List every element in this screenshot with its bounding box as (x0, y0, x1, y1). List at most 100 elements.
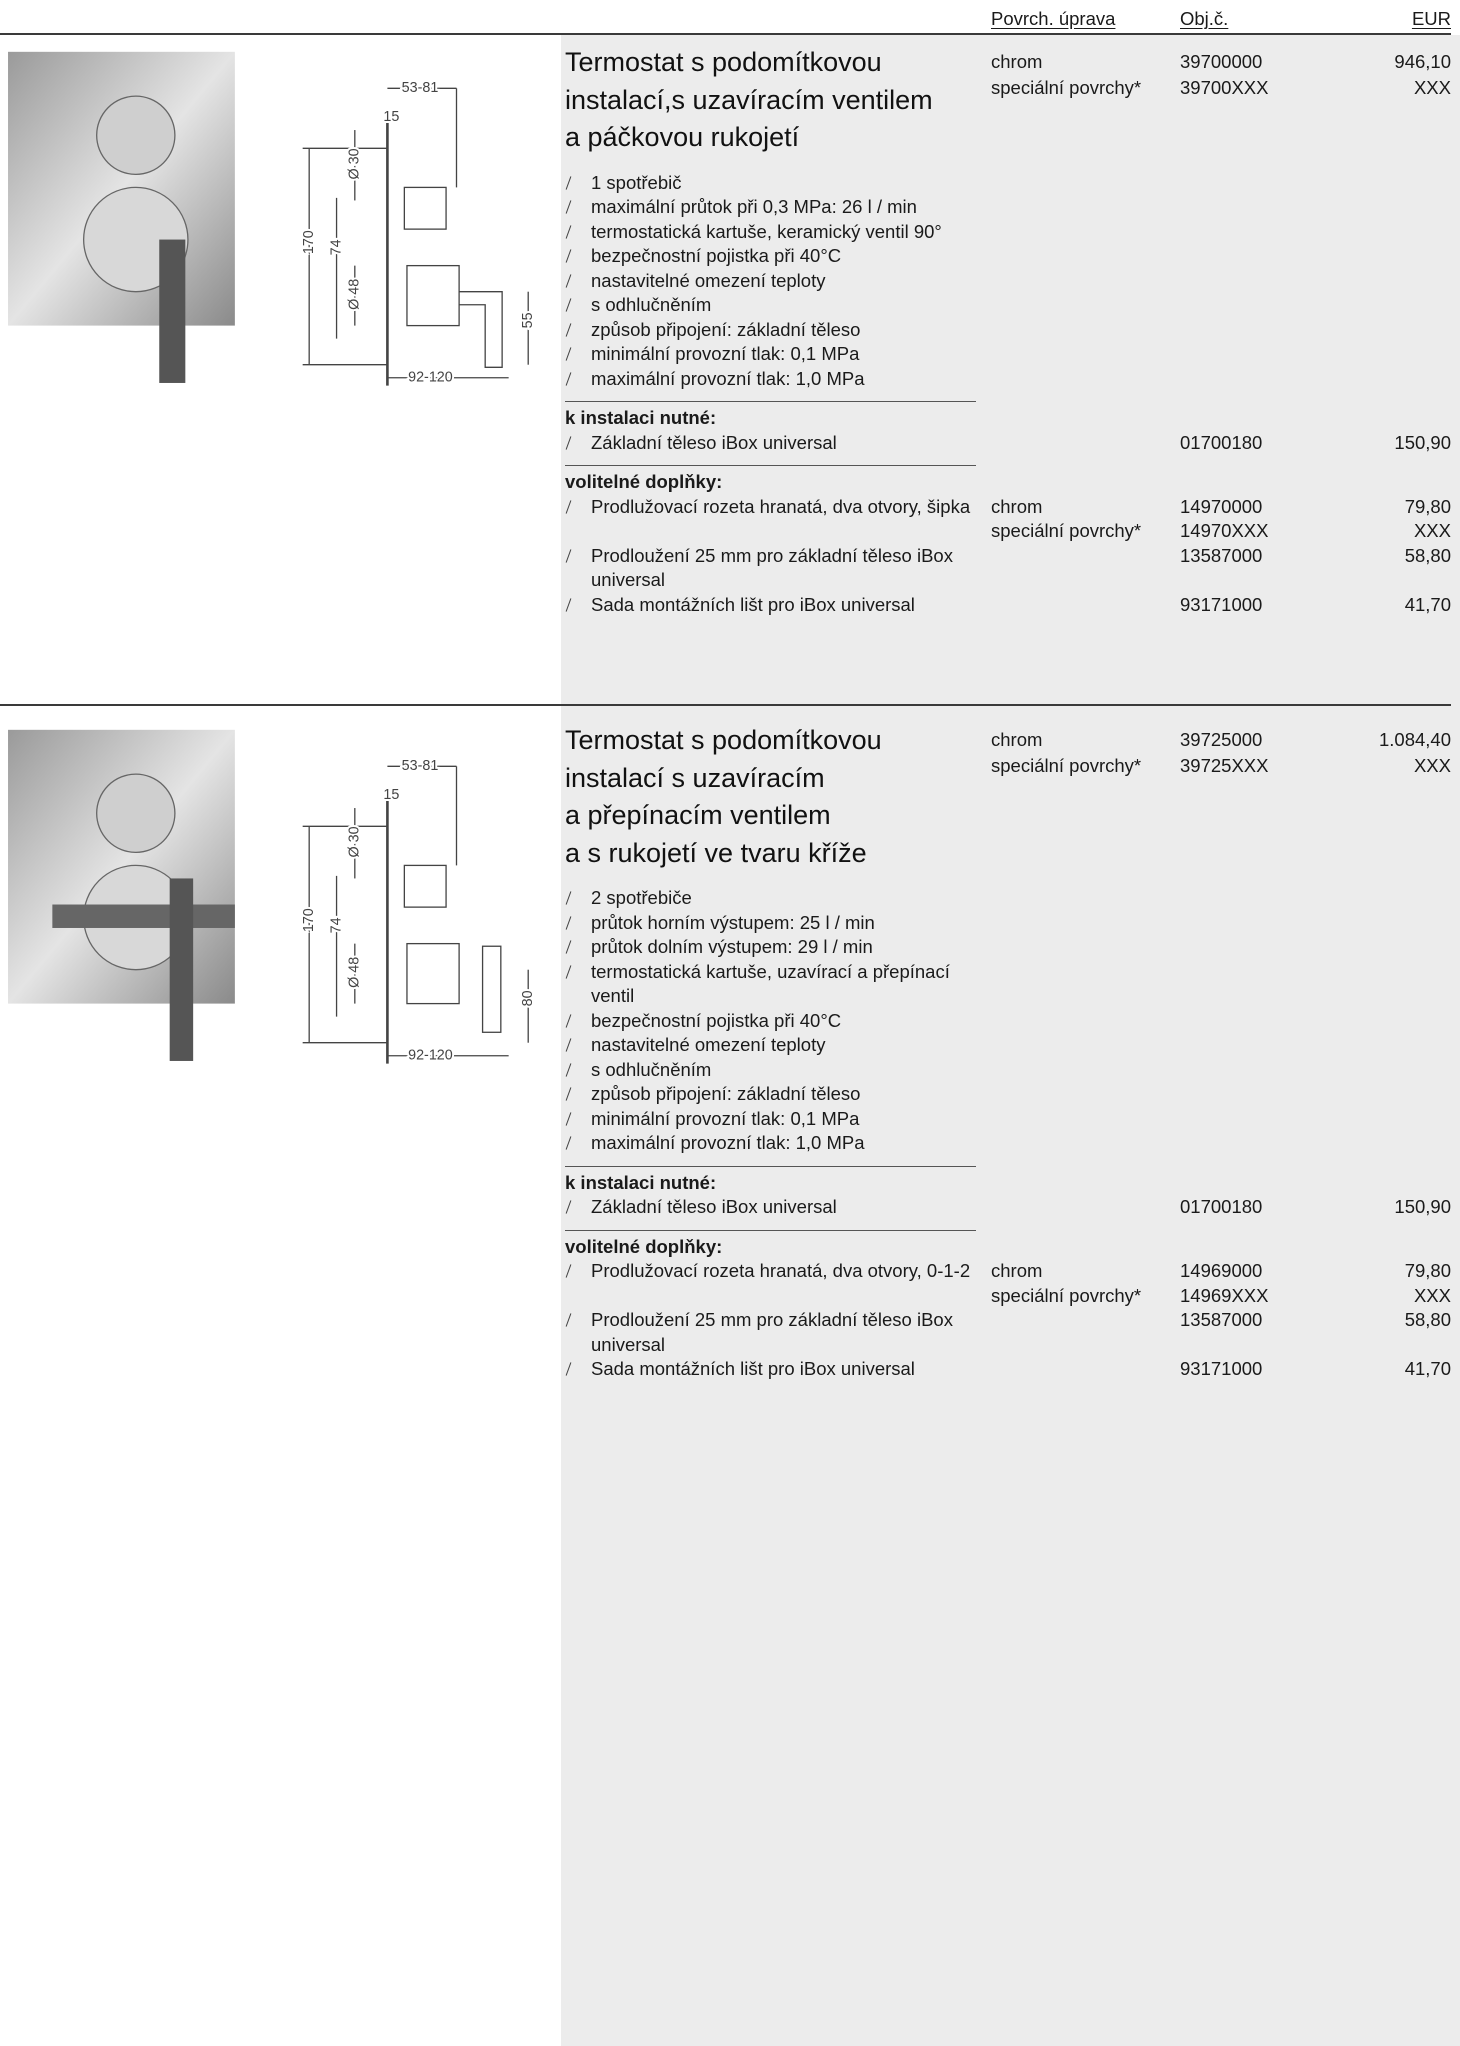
bullet-slash (565, 1038, 572, 1052)
title-line: a přepínacím ventilem (565, 800, 831, 830)
price: XXX (1413, 755, 1451, 776)
feature-text: 2 spotřebiče (591, 887, 692, 908)
header-rule (0, 33, 1451, 35)
product-text: Termostat s podomítkovou instalací s uzav… (565, 722, 1451, 1382)
feature-item: způsob připojení: základní těleso (565, 1082, 976, 1107)
feature-item: maximální průtok při 0,3 MPa: 26 l / min (565, 195, 976, 220)
code-col: 93171000 (1180, 1357, 1320, 1382)
feature-text: 1 spotřebič (591, 171, 682, 193)
feature: způsob připojení: základní těleso (565, 1082, 1451, 1107)
accessory-text: Základní těleso iBox universal (591, 1196, 837, 1217)
bullet-slash (565, 597, 572, 612)
price-col: 150,90 (1320, 1195, 1451, 1220)
product-title: Termostat s podomítkovou instalací s uzav… (565, 722, 991, 872)
title-line: Termostat s podomítkovou (565, 47, 882, 77)
accessory-item: Prodlužovací rozeta hranatá, dva otvory,… (565, 1259, 976, 1308)
feature-text: průtok horním výstupem: 25 l / min (591, 911, 875, 933)
feature-text: bezpečnostní pojistka při 40°C (591, 245, 842, 266)
section-label: volitelné doplňky: (565, 465, 976, 495)
feature-item: bezpečnostní pojistka při 40°C (565, 1009, 976, 1034)
dimension-label: Ø 30 (347, 826, 363, 857)
section-label: k instalaci nutné: (565, 401, 976, 431)
feature: minimální provozní tlak: 0,1 MPa (565, 1107, 1451, 1132)
feature-item: minimální provozní tlak: 0,1 MPa (565, 342, 976, 367)
code-col: 01700180 (1180, 431, 1320, 456)
finish-col (991, 431, 1180, 456)
bullet-slash (565, 1087, 572, 1101)
bullet-slash (565, 499, 572, 514)
price-col: 150,90 (1320, 431, 1451, 456)
feature-item: průtok dolním výstupem: 29 l / min (565, 935, 976, 960)
dimension-label: 170 (301, 908, 317, 932)
bullet-slash (565, 1200, 572, 1214)
feature-list: 2 spotřebiče průtok horním výstupem: 25 l… (565, 886, 1451, 1156)
feature-list: 1 spotřebič maximální průtok při 0,3 MPa:… (565, 171, 1451, 392)
accessory: Prodloužení 25 mm pro základní těleso iB… (565, 1308, 1451, 1357)
feature-text: maximální průtok při 0,3 MPa: 26 l / min (591, 196, 917, 217)
bullet-slash (565, 224, 572, 239)
finish: speciální povrchy* (991, 755, 1142, 776)
product-text: Termostat s podomítkovou instalací,s uzav… (565, 44, 1451, 617)
feature-text: maximální provozní tlak: 1,0 MPa (591, 1132, 865, 1153)
price-col: 58,80 (1320, 1308, 1451, 1357)
code: 39725XXX (1180, 755, 1269, 776)
accessory-variants: chrom speciální povrchy* 14969000 14969XXX 7… (991, 1259, 1451, 1308)
feature-text: termostatická kartuše, keramický ventil … (591, 220, 942, 242)
accessory-variants: 93171000 41,70 (991, 593, 1451, 618)
finish-col: chrom speciální povrchy* (991, 50, 1180, 157)
code: 01700180 (1180, 431, 1263, 453)
feature-text: způsob připojení: základní těleso (591, 1083, 861, 1104)
accessory-item: Sada montážních lišt pro iBox universal (565, 1357, 976, 1382)
price-col: 58,80 (1320, 544, 1451, 593)
accessory-variants: 13587000 58,80 (991, 1308, 1451, 1357)
drawing-lever (459, 291, 503, 368)
feature-text: minimální provozní tlak: 0,1 MPa (591, 1107, 860, 1129)
code: 14969XXX (1180, 1284, 1269, 1306)
photo-knob (96, 95, 176, 176)
accessory: Sada montážních lišt pro iBox universal 9… (565, 1357, 1451, 1382)
bullet-slash (565, 435, 572, 450)
code: 01700180 (1180, 1196, 1263, 1217)
finish (991, 1195, 1180, 1220)
price: 150,90 (1394, 1196, 1451, 1217)
column-header: Obj.č. (1180, 8, 1229, 29)
accessory: Základní těleso iBox universal 01700180 15… (565, 1195, 1451, 1220)
price: 41,70 (1404, 1358, 1451, 1379)
feature: s odhlučněním (565, 293, 1451, 318)
code-col: 39725000 39725XXX (1180, 728, 1320, 872)
feature-item: 2 spotřebiče (565, 886, 976, 911)
feature-text: průtok dolním výstupem: 29 l / min (591, 936, 873, 957)
title-line: Termostat s podomítkovou (565, 725, 882, 755)
bullet-slash (565, 1136, 572, 1150)
price: 1.084,40 (1378, 729, 1451, 750)
feature-item: nastavitelné omezení teploty (565, 269, 976, 294)
code: 14970XXX (1180, 520, 1269, 541)
code: 39700XXX (1180, 77, 1269, 98)
feature-text: termostatická kartuše, uzavírací a přepí… (591, 960, 950, 1007)
title-line: instalací,s uzavíracím ventilem (565, 84, 933, 115)
section-label: k instalaci nutné: (565, 1165, 976, 1196)
bullet-slash (565, 371, 572, 386)
finish-col (991, 1357, 1180, 1382)
accessory: Sada montážních lišt pro iBox universal 9… (565, 593, 1451, 618)
price: 79,80 (1404, 495, 1451, 517)
price-col: 79,80 XXX (1320, 1259, 1451, 1308)
accessory: Základní těleso iBox universal 01700180 15… (565, 431, 1451, 456)
accessory-text: Prodlužovací rozeta hranatá, dva otvory,… (591, 1260, 971, 1281)
accessory-item: Sada montážních lišt pro iBox universal (565, 593, 976, 618)
grey-panel (561, 35, 1460, 2046)
feature: 2 spotřebiče (565, 886, 1451, 911)
bullet-slash (565, 1111, 572, 1126)
accessory-item: Základní těleso iBox universal (565, 431, 976, 456)
price: 58,80 (1404, 1309, 1451, 1330)
code: 39700000 (1180, 51, 1263, 72)
code-col: 01700180 (1180, 1195, 1320, 1220)
dimension-label: Ø 48 (347, 957, 363, 988)
feature: 1 spotřebič (565, 171, 1451, 196)
finish-col (991, 593, 1180, 618)
feature-item: maximální provozní tlak: 1,0 MPa (565, 367, 976, 392)
accessory-item: Prodloužení 25 mm pro základní těleso iB… (565, 1308, 976, 1357)
title-line: a s rukojetí ve tvaru kříže (565, 837, 867, 868)
